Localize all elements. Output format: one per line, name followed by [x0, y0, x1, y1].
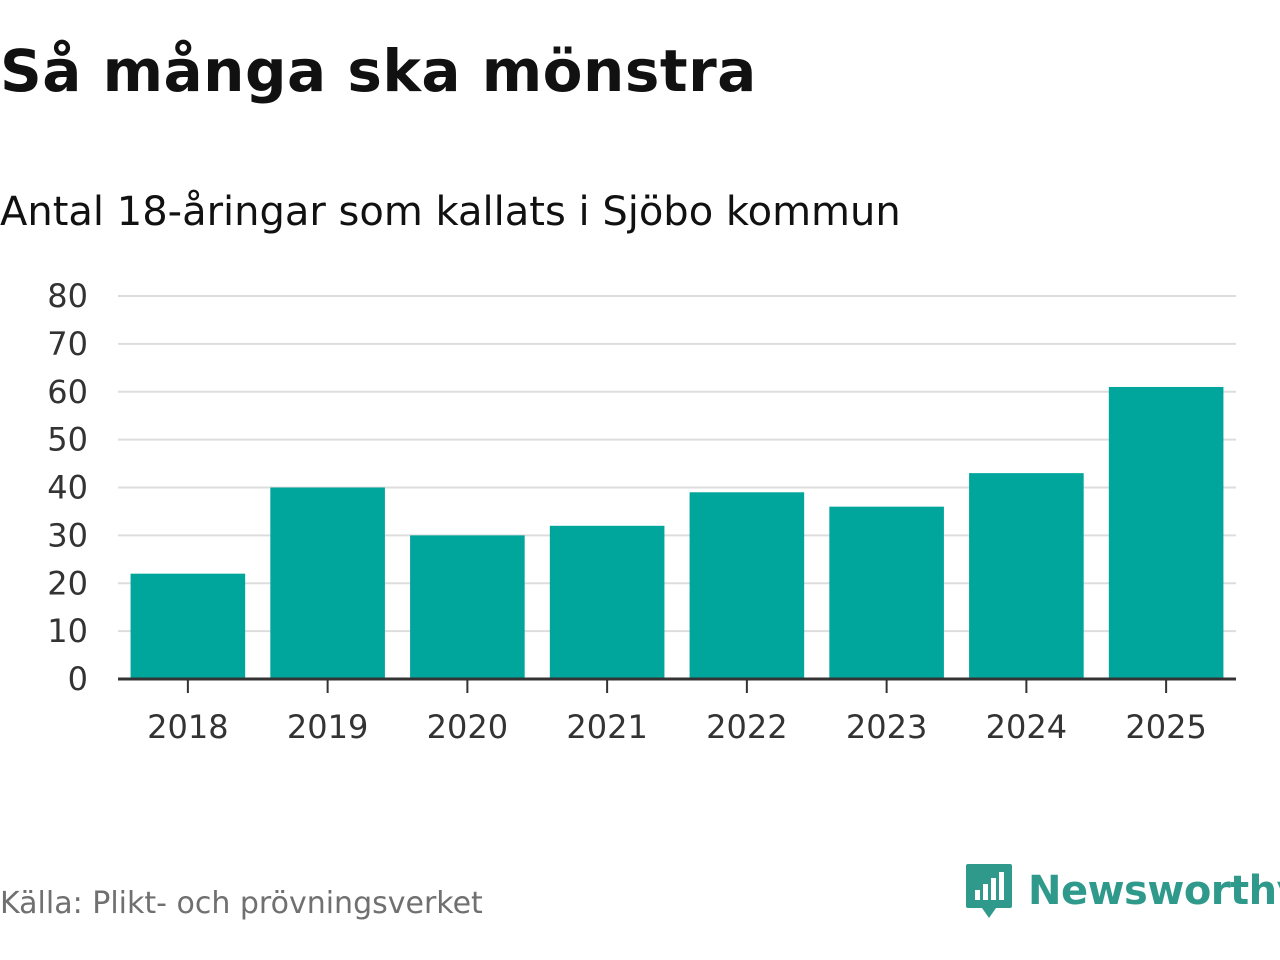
- brand-name: Newsworthy: [1028, 868, 1280, 914]
- bar-chart: 0 10 20 30 40 50 60 70 80 2018 2019 2020 2021 2022 202…: [47, 277, 1236, 746]
- chart-subtitle: Antal 18-åringar som kallats i Sjöbo kom…: [0, 189, 901, 235]
- y-tick-label: 80: [47, 277, 88, 315]
- bar-2019[interactable]: [270, 487, 385, 680]
- y-tick-label: 20: [47, 564, 88, 602]
- source-note: Källa: Plikt- och prövningsverket: [0, 886, 483, 921]
- x-tick-label: 2025: [1125, 708, 1206, 746]
- bar-2020[interactable]: [410, 535, 525, 679]
- x-tick-label: 2021: [566, 708, 647, 746]
- bar-2018[interactable]: [130, 573, 246, 679]
- bar-2025[interactable]: [1108, 386, 1224, 679]
- y-tick-label: 60: [47, 373, 88, 411]
- y-tick-label: 0: [68, 660, 88, 698]
- newsworthy-logo-icon: [966, 864, 1012, 918]
- brand-logo[interactable]: Newsworthy: [964, 862, 1280, 920]
- y-tick-label: 70: [47, 325, 88, 363]
- bar-2023[interactable]: [829, 506, 944, 679]
- y-tick-label: 30: [47, 516, 88, 554]
- bar-2022[interactable]: [689, 492, 805, 679]
- y-tick-label: 10: [47, 612, 88, 650]
- bars: [130, 386, 1224, 680]
- bar-2024[interactable]: [969, 473, 1084, 679]
- y-tick-label: 40: [47, 469, 88, 507]
- x-tick-label: 2018: [147, 708, 228, 746]
- chart-title: Så många ska mönstra: [0, 37, 757, 105]
- axes: 0 10 20 30 40 50 60 70 80 2018 2019 2020 2021 2022 202…: [47, 277, 1236, 746]
- x-tick-label: 2022: [706, 708, 787, 746]
- x-tick-label: 2023: [846, 708, 927, 746]
- x-tick-label: 2024: [986, 708, 1067, 746]
- x-tick-label: 2019: [287, 708, 368, 746]
- x-tick-label: 2020: [427, 708, 508, 746]
- y-tick-label: 50: [47, 421, 88, 459]
- bar-2021[interactable]: [549, 525, 665, 679]
